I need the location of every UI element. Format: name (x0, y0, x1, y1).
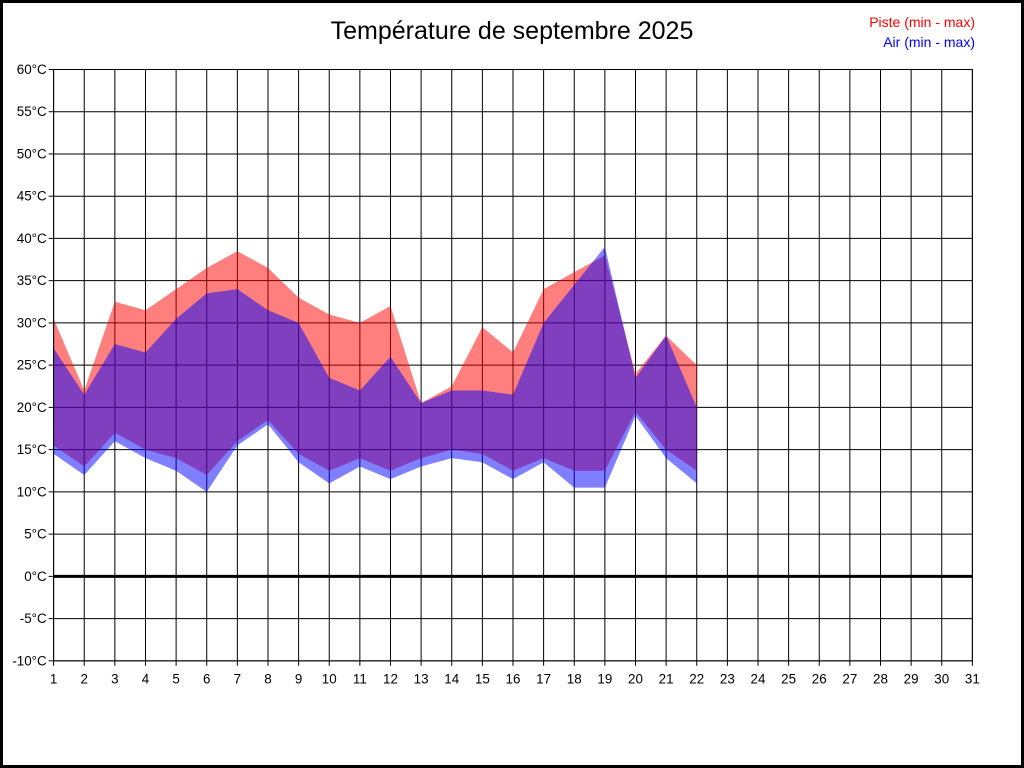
y-axis-label: 55°C (17, 104, 47, 119)
x-axis-label: 7 (234, 672, 241, 687)
x-axis-label: 20 (628, 672, 643, 687)
legend-item-piste: Piste (min - max) (869, 14, 975, 30)
x-axis-label: 29 (904, 672, 919, 687)
x-axis-label: 2 (81, 672, 88, 687)
chart-title: Température de septembre 2025 (330, 17, 694, 45)
x-axis-label: 12 (383, 672, 398, 687)
x-axis-label: 10 (322, 672, 337, 687)
x-axis-label: 17 (536, 672, 551, 687)
x-axis-label: 5 (172, 672, 179, 687)
air-minmax-band (53, 246, 697, 492)
legend-item-air: Air (min - max) (883, 34, 975, 50)
x-axis-label: 31 (965, 672, 980, 687)
x-axis-label: 24 (751, 672, 766, 687)
x-axis-label: 4 (142, 672, 150, 687)
x-axis-label: 26 (812, 672, 827, 687)
x-axis-label: 30 (934, 672, 949, 687)
y-axis-label: 20°C (17, 400, 47, 415)
y-axis-label: 25°C (17, 358, 47, 373)
x-axis-label: 16 (506, 672, 521, 687)
x-axis-label: 8 (264, 672, 271, 687)
x-axis-label: 11 (353, 672, 367, 687)
x-axis-label: 28 (873, 672, 888, 687)
y-axis-label: 30°C (17, 315, 47, 330)
x-axis-label: 19 (597, 672, 612, 687)
y-axis-label: 0°C (24, 569, 47, 584)
legend: Piste (min - max) Air (min - max) (869, 12, 975, 52)
y-axis-label: 60°C (17, 62, 47, 77)
y-axis-label: 50°C (17, 146, 47, 161)
x-axis-label: 3 (111, 672, 118, 687)
y-axis-label: 15°C (17, 442, 47, 457)
x-axis-label: 22 (689, 672, 704, 687)
x-axis-label: 15 (475, 672, 490, 687)
x-axis-label: 14 (444, 672, 459, 687)
x-axis-label: 25 (781, 672, 796, 687)
y-axis-label: -5°C (20, 611, 47, 626)
x-axis-label: 9 (295, 672, 302, 687)
x-axis-label: 1 (50, 672, 57, 687)
y-axis-label: 35°C (17, 273, 47, 288)
y-axis-label: -10°C (12, 653, 47, 668)
x-axis-label: 27 (842, 672, 857, 687)
chart-svg: 60°C55°C50°C45°C40°C35°C30°C25°C20°C15°C… (12, 62, 980, 687)
x-axis-label: 18 (567, 672, 582, 687)
x-axis-label: 23 (720, 672, 735, 687)
y-axis-label: 5°C (24, 527, 47, 542)
x-axis-label: 13 (414, 672, 429, 687)
x-axis-label: 21 (659, 672, 674, 687)
y-axis-label: 10°C (17, 484, 47, 499)
x-axis-label: 6 (203, 672, 210, 687)
y-axis-label: 40°C (17, 231, 47, 246)
y-axis-label: 45°C (17, 189, 47, 204)
